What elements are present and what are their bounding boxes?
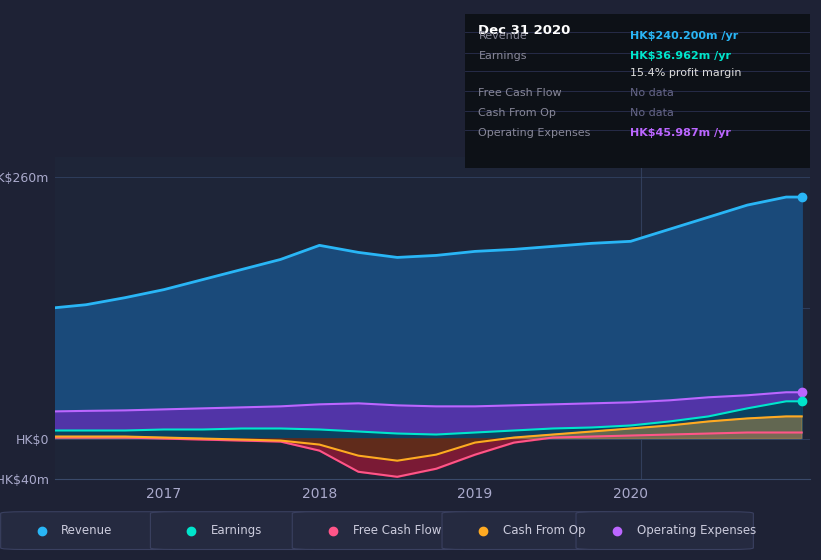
Text: Cash From Op: Cash From Op: [479, 108, 557, 118]
Text: 15.4% profit margin: 15.4% profit margin: [631, 68, 741, 77]
FancyBboxPatch shape: [442, 512, 619, 549]
Text: No data: No data: [631, 87, 674, 97]
Text: Revenue: Revenue: [62, 524, 112, 537]
Text: No data: No data: [631, 108, 674, 118]
Text: Dec 31 2020: Dec 31 2020: [479, 24, 571, 37]
Text: Cash From Op: Cash From Op: [502, 524, 585, 537]
Text: Operating Expenses: Operating Expenses: [479, 128, 591, 138]
Text: Free Cash Flow: Free Cash Flow: [353, 524, 442, 537]
FancyBboxPatch shape: [292, 512, 470, 549]
Text: Earnings: Earnings: [479, 50, 527, 60]
FancyBboxPatch shape: [576, 512, 754, 549]
Text: Free Cash Flow: Free Cash Flow: [479, 87, 562, 97]
Text: Operating Expenses: Operating Expenses: [637, 524, 756, 537]
Text: Earnings: Earnings: [211, 524, 263, 537]
Text: Revenue: Revenue: [479, 31, 527, 40]
Text: HK$36.962m /yr: HK$36.962m /yr: [631, 50, 732, 60]
FancyBboxPatch shape: [1, 512, 178, 549]
Text: HK$45.987m /yr: HK$45.987m /yr: [631, 128, 731, 138]
FancyBboxPatch shape: [150, 512, 328, 549]
Text: HK$240.200m /yr: HK$240.200m /yr: [631, 31, 738, 40]
